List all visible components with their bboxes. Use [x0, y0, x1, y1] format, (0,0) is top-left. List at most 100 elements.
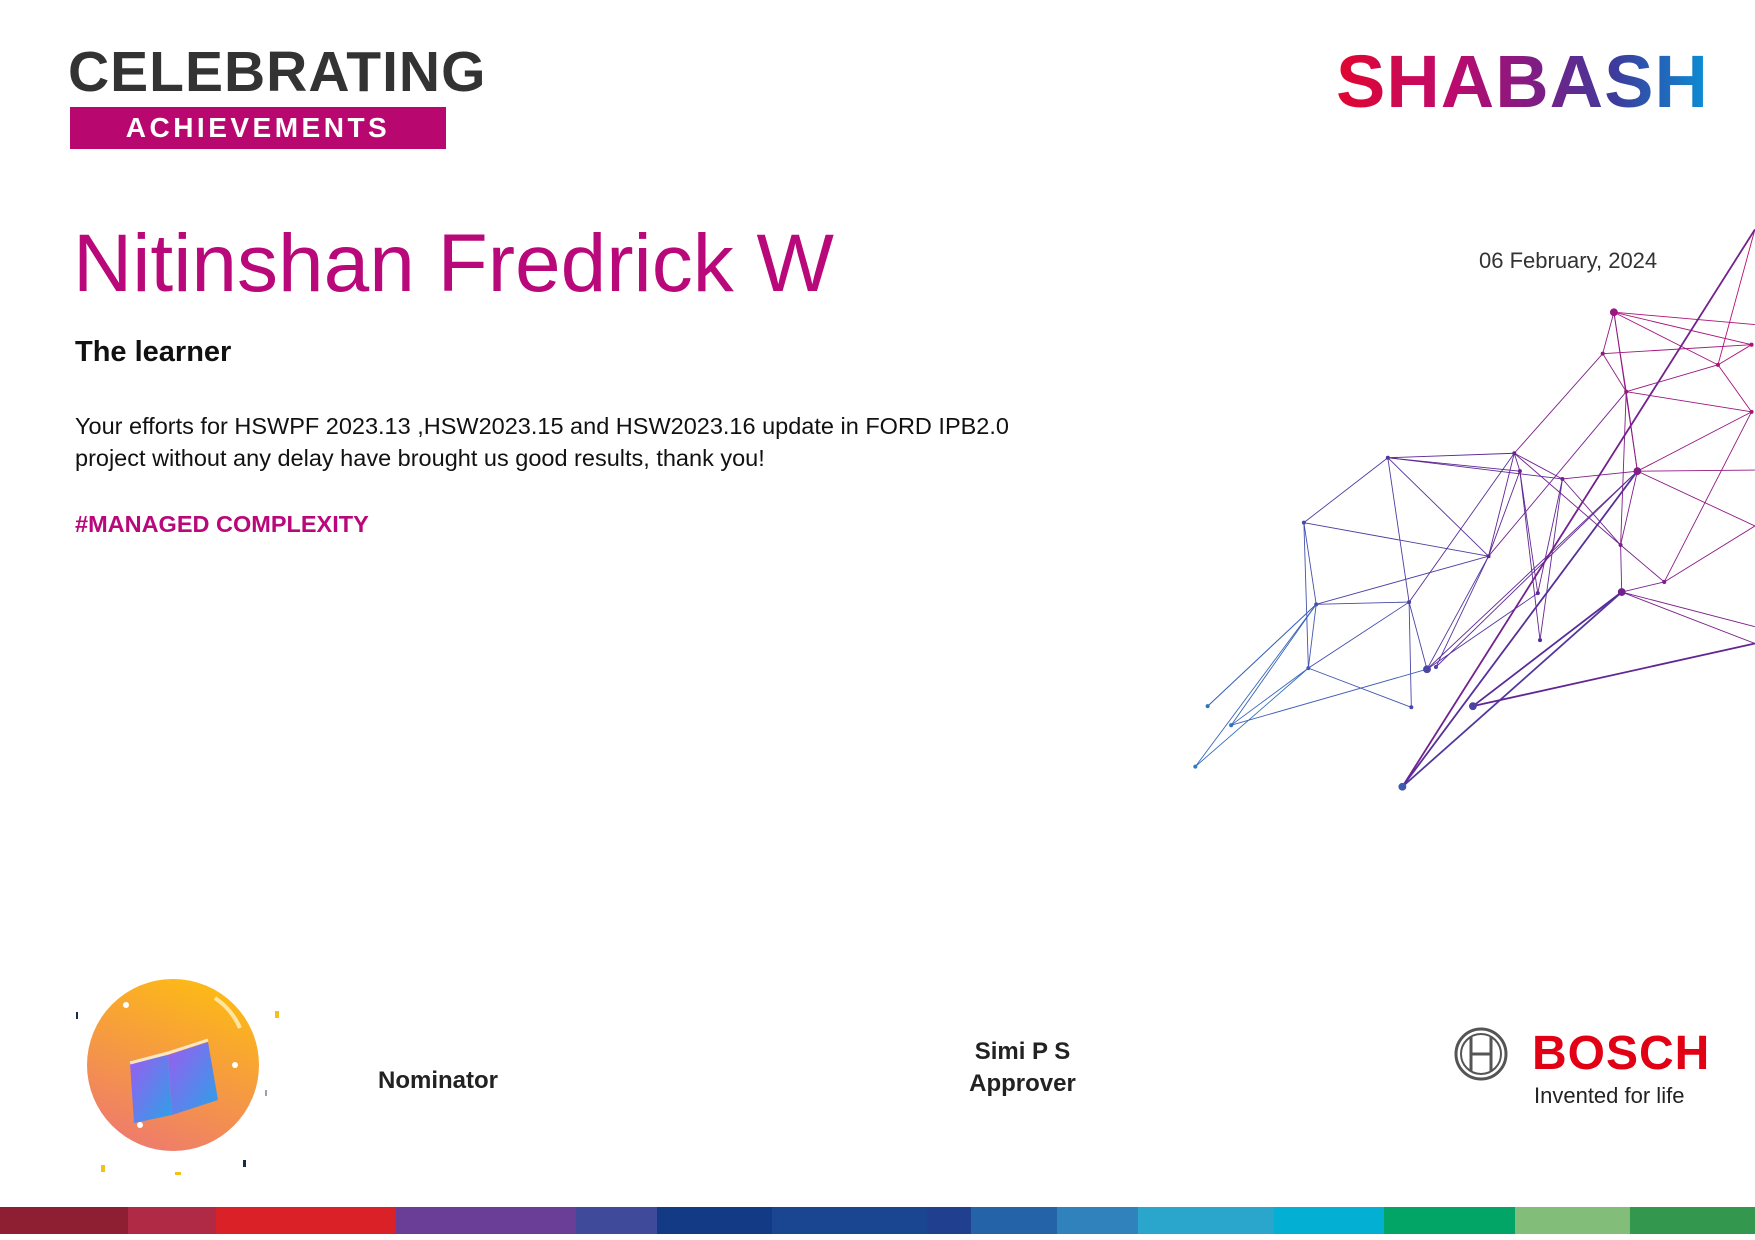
network-node: [1618, 543, 1623, 548]
network-line: [1613, 311, 1755, 325]
network-line: [1195, 667, 1309, 767]
stripe-segment: [1514, 1207, 1630, 1234]
network-line: [1602, 312, 1615, 354]
network-line: [1435, 470, 1638, 668]
network-line: [1488, 391, 1627, 557]
approver-block: Simi P S Approver: [920, 1036, 1125, 1100]
network-line: [1387, 457, 1563, 480]
stripe-segment: [575, 1207, 658, 1234]
network-line: [1514, 452, 1563, 480]
stripe-segment: [772, 1207, 928, 1234]
network-line: [1620, 391, 1627, 546]
award-date: 06 February, 2024: [1479, 248, 1658, 273]
stripe-segment: [127, 1207, 217, 1234]
network-node: [1229, 723, 1234, 728]
network-line: [1602, 344, 1752, 355]
network-line: [1488, 471, 1521, 557]
network-line: [1435, 556, 1489, 668]
network-line: [1307, 604, 1317, 669]
network-node: [1423, 665, 1431, 674]
network-line: [1408, 452, 1515, 603]
stripe-segment: [927, 1207, 972, 1234]
network-line: [1426, 470, 1638, 670]
network-node: [1407, 600, 1412, 605]
network-line: [1230, 667, 1309, 726]
network-line: [1401, 591, 1623, 788]
network-node: [1600, 351, 1605, 356]
network-node: [1617, 588, 1626, 596]
stripe-segment: [1056, 1207, 1139, 1234]
network-line: [1620, 471, 1638, 546]
bosch-armature-icon: [1454, 1027, 1508, 1081]
network-line: [1472, 642, 1755, 708]
network-line: [1513, 453, 1521, 472]
network-node: [1538, 638, 1543, 643]
approver-name: Simi P S: [974, 1038, 1071, 1065]
network-line: [1513, 452, 1621, 546]
network-line: [1621, 581, 1665, 593]
network-line: [1387, 457, 1489, 557]
stripe-segment: [1274, 1207, 1384, 1234]
network-line: [1426, 555, 1489, 670]
color-stripe: [0, 1207, 1755, 1234]
network-line: [1620, 544, 1665, 583]
network-node: [1633, 467, 1642, 476]
stripe-segment: [1629, 1207, 1755, 1234]
network-line: [1303, 522, 1309, 669]
network-line: [1537, 478, 1563, 594]
network-line: [1387, 457, 1410, 603]
network-line: [1230, 604, 1317, 726]
network-line: [1613, 311, 1719, 366]
network-line: [1625, 391, 1638, 472]
network-line: [1401, 470, 1639, 788]
stripe-segment: [657, 1207, 773, 1234]
network-node: [1409, 705, 1414, 710]
network-line: [1602, 353, 1627, 392]
network-node: [1512, 451, 1517, 456]
network-node: [1398, 782, 1407, 791]
network-line: [1303, 457, 1389, 523]
stripe-segment: [1138, 1207, 1275, 1234]
award-hashtag: #MANAGED COMPLEXITY: [75, 511, 369, 537]
network-line: [1664, 525, 1755, 583]
network-line: [1408, 601, 1428, 670]
network-node: [1624, 389, 1629, 394]
network-node: [1715, 362, 1720, 367]
network-line: [1303, 522, 1317, 605]
network-node: [1517, 469, 1522, 474]
network-line: [1663, 411, 1752, 583]
celebrating-heading: CELEBRATING: [68, 40, 487, 104]
network-line: [1231, 668, 1428, 726]
award-title: The learner: [75, 336, 232, 368]
network-line: [1519, 471, 1539, 594]
network-node: [1193, 764, 1198, 769]
network-node: [1609, 308, 1618, 317]
award-message: Your efforts for HSWPF 2023.13 ,HSW2023.…: [75, 413, 1009, 471]
network-line: [1401, 228, 1755, 788]
network-node: [1433, 664, 1438, 670]
bosch-tagline: Invented for life: [1534, 1083, 1685, 1108]
network-line: [1717, 364, 1752, 413]
stripe-segment: [216, 1207, 397, 1234]
network-line: [1472, 591, 1623, 707]
recipient-name: Nitinshan Fredrick W: [73, 218, 834, 309]
network-line: [1626, 391, 1752, 413]
network-node: [1205, 704, 1210, 709]
stripe-segment: [396, 1207, 576, 1234]
stripe-segment: [0, 1207, 128, 1234]
network-line: [1316, 601, 1410, 605]
stripe-segment: [1383, 1207, 1515, 1234]
network-line: [1519, 471, 1541, 641]
stripe-segment: [971, 1207, 1057, 1234]
network-line: [1626, 364, 1719, 393]
network-node: [1560, 476, 1565, 482]
network-line: [1637, 469, 1755, 472]
bosch-wordmark: BOSCH: [1532, 1027, 1711, 1080]
network-line: [1426, 592, 1539, 670]
network-node: [1314, 602, 1319, 607]
network-line: [1621, 591, 1755, 644]
network-line: [1717, 229, 1755, 365]
shabash-logo: SHABASH: [1336, 40, 1709, 123]
network-line: [1308, 667, 1412, 708]
network-line: [1207, 604, 1317, 707]
